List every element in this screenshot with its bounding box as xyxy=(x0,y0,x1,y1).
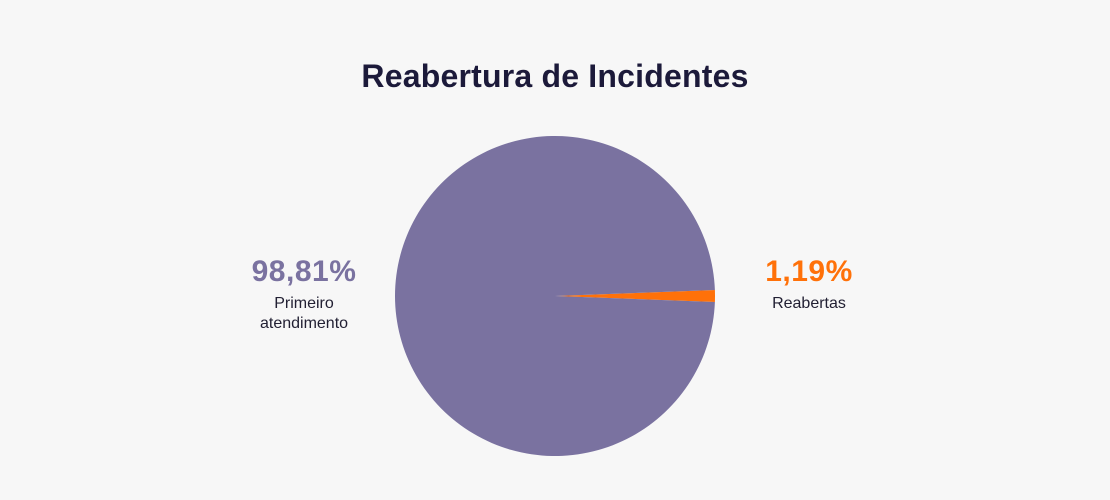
slice-category-label: Primeiro atendimento xyxy=(259,295,349,332)
slice-value-label: 1,19% xyxy=(765,255,853,288)
pie-slice-reabertas xyxy=(555,290,716,302)
chart-title: Reabertura de Incidentes xyxy=(361,58,749,94)
slice-label-reabertas: 1,19% Reabertas xyxy=(709,254,909,314)
slice-category-label: Reabertas xyxy=(772,295,846,312)
slice-label-primeiro-atendimento: 98,81% Primeiro atendimento xyxy=(204,254,404,334)
pie-slice-primeiro-atendimento xyxy=(395,136,715,457)
slice-value-label: 98,81% xyxy=(251,255,357,288)
